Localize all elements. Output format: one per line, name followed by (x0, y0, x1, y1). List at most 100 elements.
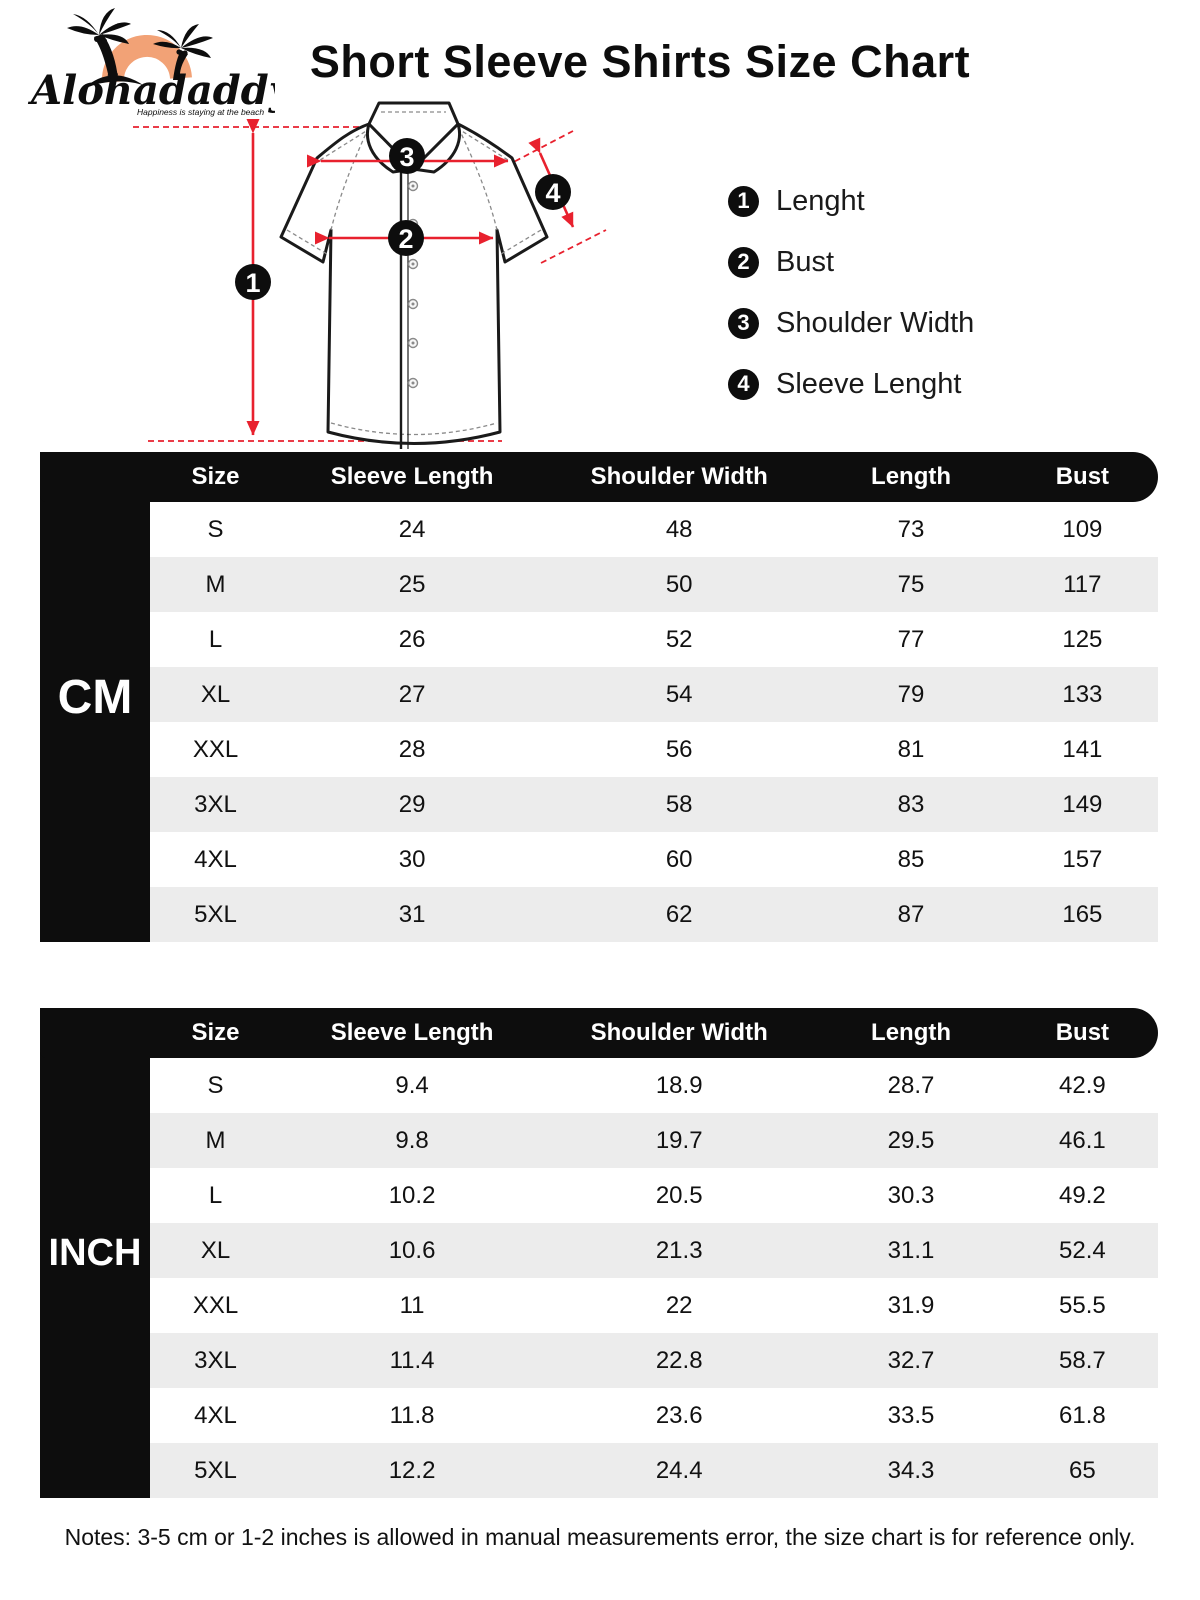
legend-item: 2 Bust (728, 243, 974, 281)
cm-size-table: CM Size Sleeve Length Shoulder Width Len… (40, 452, 1158, 942)
cell-bust: 52.4 (1059, 1236, 1106, 1264)
cell-shoulder-width: 18.9 (655, 1071, 703, 1099)
cell-shoulder-width: 62 (665, 900, 693, 928)
inch-unit-label: INCH (40, 1008, 150, 1498)
cell-sleeve-length: 24 (398, 515, 426, 543)
cell-bust: 141 (1062, 735, 1103, 763)
cell-size: XXL (192, 1291, 239, 1319)
cell-length: 79 (897, 680, 925, 708)
cell-length: 34.3 (887, 1456, 935, 1484)
legend-item: 3 Shoulder Width (728, 304, 974, 342)
inch-table-header: Size Sleeve Length Shoulder Width Length… (40, 1008, 1158, 1058)
col-header-shoulder-width: Shoulder Width (590, 1019, 768, 1046)
cell-shoulder-width: 21.3 (655, 1236, 703, 1264)
col-header-size: Size (191, 1019, 240, 1046)
cell-size: S (207, 515, 224, 543)
cell-bust: 165 (1062, 900, 1103, 928)
cell-sleeve-length: 26 (398, 625, 426, 653)
col-header-bust: Bust (1055, 1019, 1110, 1046)
legend-label: Lenght (776, 184, 865, 217)
cell-shoulder-width: 20.5 (655, 1181, 703, 1209)
brand-tagline: Happiness is staying at the beach (137, 107, 264, 117)
palm-tree-left-icon (67, 8, 131, 78)
cell-bust: 49.2 (1059, 1181, 1106, 1209)
page-title: Short Sleeve Shirts Size Chart (309, 36, 971, 87)
table-row: L 26 52 77 125 (150, 612, 1158, 667)
cell-size: S (207, 1071, 224, 1099)
cell-bust: 157 (1062, 845, 1103, 873)
measure-number-badges: 1 2 3 4 (235, 138, 571, 300)
cell-shoulder-width: 24.4 (655, 1456, 703, 1484)
table-row: 5XL 31 62 87 165 (150, 887, 1158, 942)
col-header-sleeve-length: Sleeve Length (330, 463, 494, 490)
table-row: M 25 50 75 117 (150, 557, 1158, 612)
cell-shoulder-width: 56 (665, 735, 693, 763)
cell-sleeve-length: 11.4 (389, 1346, 435, 1374)
legend-label: Shoulder Width (776, 306, 975, 339)
cell-shoulder-width: 50 (665, 570, 693, 598)
cm-unit-label: CM (40, 452, 150, 942)
cell-length: 75 (897, 570, 925, 598)
palm-sun-graphic (67, 8, 213, 89)
cell-bust: 42.9 (1059, 1071, 1106, 1099)
cell-size: XL (200, 680, 231, 708)
cell-length: 83 (897, 790, 925, 818)
table-row: 5XL 12.2 24.4 34.3 65 (150, 1443, 1158, 1498)
cell-size: XL (200, 1236, 231, 1264)
legend-number-badge: 2 (728, 246, 759, 278)
cell-shoulder-width: 58 (665, 790, 693, 818)
table-row: 4XL 30 60 85 157 (150, 832, 1158, 887)
col-header-bust: Bust (1055, 463, 1110, 490)
cell-size: 4XL (194, 1401, 237, 1429)
cell-shoulder-width: 52 (665, 625, 693, 653)
legend-number-badge: 4 (728, 368, 759, 400)
cell-bust: 117 (1063, 570, 1102, 598)
cell-sleeve-length: 31 (398, 900, 426, 928)
cell-shoulder-width: 48 (665, 515, 693, 543)
badge-2: 2 (398, 224, 413, 254)
cell-length: 85 (897, 845, 925, 873)
cell-bust: 133 (1062, 680, 1103, 708)
cell-length: 81 (897, 735, 925, 763)
cell-length: 29.5 (887, 1126, 935, 1154)
cell-sleeve-length: 11.8 (389, 1401, 435, 1429)
cell-shoulder-width: 54 (665, 680, 693, 708)
cell-bust: 61.8 (1059, 1401, 1106, 1429)
cell-length: 73 (897, 515, 925, 543)
cell-sleeve-length: 29 (398, 790, 426, 818)
cell-bust: 46.1 (1059, 1126, 1106, 1154)
cell-bust: 65 (1069, 1456, 1096, 1484)
cell-length: 31.9 (887, 1291, 935, 1319)
cell-size: 3XL (194, 790, 237, 818)
cell-bust: 125 (1062, 625, 1103, 653)
measurement-legend: 1 Lenght 2 Bust 3 Shoulder Width 4 Sleev… (728, 182, 974, 403)
inch-size-table: INCH Size Sleeve Length Shoulder Width L… (40, 1008, 1158, 1498)
cell-shoulder-width: 22 (665, 1291, 693, 1319)
cm-table-header: Size Sleeve Length Shoulder Width Length… (40, 452, 1158, 502)
cell-sleeve-length: 25 (398, 570, 426, 598)
table-row: S 24 48 73 109 (150, 502, 1158, 557)
cell-sleeve-length: 27 (398, 680, 426, 708)
cell-length: 87 (897, 900, 925, 928)
cell-sleeve-length: 10.2 (388, 1181, 436, 1209)
brand-name: Alohadaddy (27, 67, 275, 114)
cell-size: XXL (192, 735, 239, 763)
cell-sleeve-length: 9.8 (395, 1126, 429, 1154)
cell-size: 4XL (194, 845, 237, 873)
table-row: 3XL 29 58 83 149 (150, 777, 1158, 832)
island-mound (83, 75, 143, 89)
cm-table-rows: S 24 48 73 109 M 25 50 75 117 L 26 (150, 502, 1158, 942)
table-row: XL 10.6 21.3 31.1 52.4 (150, 1223, 1158, 1278)
cell-shoulder-width: 23.6 (655, 1401, 703, 1429)
cell-size: L (208, 1181, 223, 1209)
cell-size: L (208, 625, 223, 653)
cell-bust: 149 (1062, 790, 1103, 818)
legend-label: Sleeve Lenght (776, 367, 962, 400)
cell-sleeve-length: 12.2 (388, 1456, 436, 1484)
cell-shoulder-width: 60 (665, 845, 693, 873)
col-header-length: Length (871, 463, 952, 490)
cell-length: 28.7 (887, 1071, 935, 1099)
table-row: S 9.4 18.9 28.7 42.9 (150, 1058, 1158, 1113)
cell-sleeve-length: 30 (398, 845, 426, 873)
